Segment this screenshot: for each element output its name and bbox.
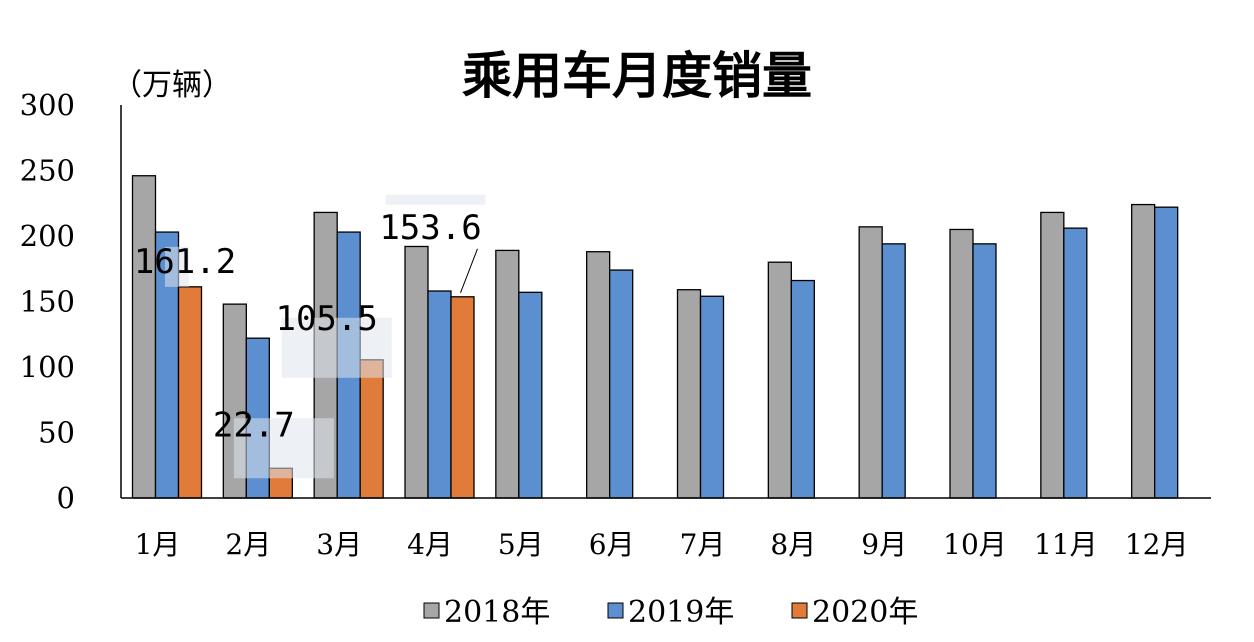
legend-item: 2018年: [423, 595, 550, 630]
bar-2019年-7月: [699, 295, 725, 499]
x-category-label: 6月: [589, 528, 635, 561]
data-label-background: [165, 246, 189, 287]
y-tick-label: 50: [38, 416, 75, 450]
bar-2018年-7月: [676, 289, 702, 499]
x-category-label: 3月: [316, 528, 362, 561]
y-tick-label: 100: [20, 350, 75, 384]
data-label-leader-line: [460, 248, 478, 293]
data-label-2020: 161.2: [134, 242, 236, 282]
data-label-2020: 105.5: [275, 299, 377, 339]
bar-2019年-5月: [518, 291, 543, 499]
bar-2020年-3月: [359, 359, 384, 499]
x-category-label: 11月: [1034, 528, 1098, 561]
bar-2018年-8月: [767, 261, 792, 499]
data-label-2020: 22.7: [213, 405, 295, 445]
data-labels: 161.2 22.7 105.5 153.6: [134, 194, 486, 479]
data-label-2020: 153.6: [379, 208, 481, 248]
bar-2019年-6月: [609, 269, 634, 499]
bar-2019年-10月: [972, 243, 997, 499]
bar-2018年-11月: [1040, 211, 1065, 499]
x-category-label: 10月: [943, 528, 1007, 561]
bar-2019年-9月: [881, 243, 906, 499]
x-category-label: 5月: [498, 528, 544, 561]
bar-2020年-4月: [450, 296, 475, 499]
bar-2020年-1月: [177, 286, 203, 499]
bar-2018年-10月: [949, 228, 974, 499]
x-category-label: 4月: [407, 528, 453, 561]
chart-title: 乘用车月度销量: [462, 47, 812, 105]
legend-item: 2019年: [607, 595, 734, 630]
y-tick-label: 300: [20, 88, 75, 122]
y-axis-ticks: 0 50 100 150 200 250 300: [20, 88, 75, 515]
legend-swatch: [607, 602, 624, 619]
axes: [120, 105, 1211, 499]
bar-2018年-5月: [495, 249, 520, 499]
x-category-label: 8月: [770, 528, 816, 561]
bar-2018年-12月: [1131, 203, 1156, 499]
x-category-label: 7月: [680, 528, 726, 561]
y-axis-unit-label: （万辆）: [112, 68, 232, 103]
data-label-background: [233, 418, 334, 479]
y-tick-label: 0: [57, 481, 75, 515]
data-label-background: [281, 317, 392, 378]
bar-2018年-4月: [404, 245, 429, 499]
x-category-label: 12月: [1125, 528, 1189, 561]
legend-item: 2020年: [791, 595, 918, 630]
legend-label: 2019年: [628, 595, 734, 630]
bars: [131, 175, 1179, 499]
legend: 2018年 2019年 2020年: [423, 595, 918, 630]
data-label-background: [385, 194, 486, 205]
legend-label: 2018年: [444, 595, 550, 630]
legend-swatch: [423, 602, 440, 619]
legend-swatch: [791, 602, 808, 619]
x-category-label: 1月: [135, 528, 181, 561]
bar-2018年-9月: [858, 226, 883, 499]
x-category-label: 9月: [861, 528, 907, 561]
y-tick-label: 150: [20, 285, 75, 319]
legend-label: 2020年: [812, 595, 918, 630]
bar-2018年-6月: [586, 251, 611, 499]
y-tick-label: 200: [20, 219, 75, 253]
bar-2019年-4月: [427, 290, 452, 499]
y-tick-label: 250: [20, 154, 75, 188]
bar-2019年-11月: [1063, 227, 1088, 499]
x-category-label: 2月: [225, 528, 271, 561]
bar-2019年-12月: [1154, 206, 1179, 499]
x-axis-categories: 1月 2月 3月 4月 5月 6月 7月 8月 9月 10月 11月 12月: [135, 528, 1189, 561]
bar-2019年-8月: [790, 279, 815, 499]
bar-2018年-1月: [131, 175, 157, 499]
